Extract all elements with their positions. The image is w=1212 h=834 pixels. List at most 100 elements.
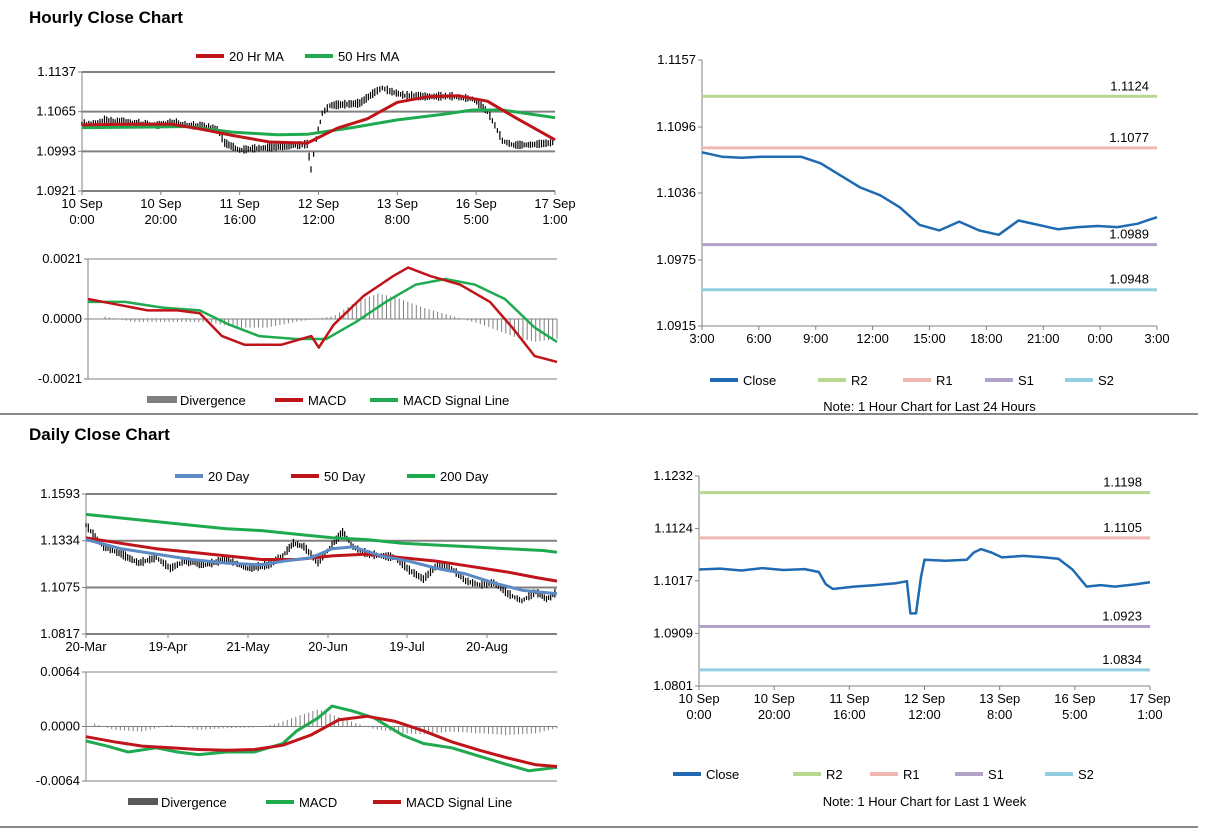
hourly-price-x-tick-label: 0:00 [69,212,94,227]
hourly-macd-legend-swatch-0 [147,396,177,403]
hourly-macd-legend-label-2: MACD Signal Line [403,393,509,408]
hourly-price-x-tick-label: 16 Sep [456,196,497,211]
hourly-24h-legend-label-2: R1 [936,373,953,388]
hourly-24h-legend-label-4: S2 [1098,373,1114,388]
hourly-macd-chart: 0.0021 0.0000 -0.0021 Divergence MACD MACD Si… [38,251,558,408]
weekly-hourly-x-tick-label: 11 Sep [829,691,869,706]
weekly-hourly-x-tick-label: 17 Sep [1129,691,1170,706]
weekly-hourly-level-label-s1: 1.0923 [1102,609,1142,624]
hourly-price-x-tick-label: 17 Sep [534,196,575,211]
hourly-24h-x-tick-label: 18:00 [970,331,1003,346]
hourly-24h-x-tick-label: 12:00 [856,331,889,346]
weekly-hourly-level-label-r2: 1.1198 [1103,475,1142,490]
hourly-24h-x-tick-label: 9:00 [803,331,828,346]
weekly-hourly-x-tick-label: 12 Sep [904,691,945,706]
hourly-price-x-tick-label: 20:00 [145,212,178,227]
daily-macd-line [85,704,558,773]
hourly-24h-y-tick-label: 1.1036 [656,185,696,200]
weekly-hourly-legend-label-3: S1 [988,767,1004,782]
hourly-macd-signal-line [88,277,558,343]
hourly-24h-y-tick-label: 1.1157 [657,52,696,67]
daily-price-legend-label-2: 200 Day [440,469,489,484]
daily-200-day-line [85,512,558,554]
weekly-hourly-y-tick-label: 1.1124 [654,521,693,536]
daily-price-x-tick-label: 20-Jun [308,639,348,654]
weekly-hourly-legend-label-0: Close [706,767,739,782]
hourly-price-y-tick-label: 1.1137 [37,64,76,79]
daily-price-legend-label-1: 50 Day [324,469,366,484]
daily-macd-y-tick-label: -0.0064 [36,773,80,788]
weekly-hourly-level-label-r1: 1.1105 [1103,520,1142,535]
daily-macd-legend-label-1: MACD [299,795,337,810]
weekly-hourly-level-label-s2: 1.0834 [1102,652,1142,667]
weekly-hourly-x-tick-label: 12:00 [908,707,941,722]
weekly-hourly-x-tick-label: 20:00 [758,707,791,722]
hourly-price-legend-label-0: 20 Hr MA [229,49,284,64]
daily-macd-legend-label-0: Divergence [161,795,227,810]
daily-price-legend-label-0: 20 Day [208,469,250,484]
daily-macd-chart: 0.0064 0.0000 -0.0064 Divergence MACD MACD Si… [36,664,558,810]
daily-close-chart-title: Daily Close Chart [29,425,170,444]
hourly-24h-x-tick-label: 3:00 [689,331,714,346]
hourly-macd-y-tick-label: -0.0021 [38,371,82,386]
daily-price-x-tick-label: 21-May [226,639,270,654]
daily-price-y-tick-label: 1.1334 [40,533,80,548]
daily-price-x-tick-label: 20-Mar [65,639,107,654]
hourly-24h-x-tick-label: 3:00 [1144,331,1169,346]
weekly-hourly-x-tick-label: 1:00 [1137,707,1162,722]
weekly-hourly-legend-label-1: R2 [826,767,843,782]
daily-price-x-tick-label: 20-Aug [466,639,508,654]
hourly-24h-legend-label-3: S1 [1018,373,1034,388]
weekly-hourly-y-tick-label: 1.1017 [653,573,693,588]
hourly-close-chart-title: Hourly Close Chart [29,8,183,27]
weekly-hourly-y-tick-label: 1.1232 [653,468,693,483]
weekly-hourly-y-tick-label: 1.0801 [653,678,693,693]
hourly-24h-note: Note: 1 Hour Chart for Last 24 Hours [823,399,1036,414]
hourly-24h-close-line [701,151,1158,237]
hourly-24h-y-tick-label: 1.0975 [656,252,696,267]
daily-macd-signal-line [85,714,558,768]
weekly-hourly-x-tick-label: 16 Sep [1054,691,1095,706]
weekly-hourly-x-tick-label: 8:00 [987,707,1012,722]
hourly-price-x-tick-label: 8:00 [385,212,410,227]
daily-price-y-tick-label: 1.0817 [40,626,80,641]
hourly-24h-level-label-r1: 1.1077 [1109,130,1149,145]
weekly-hourly-x-tick-label: 13 Sep [979,691,1020,706]
daily-price-x-tick-label: 19-Apr [148,639,188,654]
hourly-price-y-tick-label: 1.1065 [36,104,76,119]
hourly-price-y-tick-label: 1.0921 [36,183,76,198]
hourly-20hr-ma-line [81,94,556,145]
weekly-hourly-x-tick-label: 5:00 [1062,707,1087,722]
hourly-24h-level-label-s2: 1.0948 [1109,272,1149,287]
hourly-price-x-tick-label: 16:00 [223,212,256,227]
hourly-price-x-tick-label: 1:00 [542,212,567,227]
hourly-price-x-tick-label: 12 Sep [298,196,339,211]
daily-50-day-line [85,536,558,583]
hourly-24h-level-label-r2: 1.1124 [1110,78,1149,93]
hourly-24h-x-tick-label: 6:00 [746,331,771,346]
daily-price-x-tick-label: 19-Jul [389,639,425,654]
hourly-price-x-tick-label: 10 Sep [140,196,181,211]
bottom-divider [0,826,1198,828]
weekly-hourly-legend-label-4: S2 [1078,767,1094,782]
weekly-hourly-note: Note: 1 Hour Chart for Last 1 Week [823,794,1027,809]
hourly-macd-legend-label-0: Divergence [180,393,246,408]
daily-macd-y-tick-label: 0.0000 [40,719,80,734]
hourly-macd-y-tick-label: 0.0021 [42,251,82,266]
hourly-macd-y-tick-label: 0.0000 [42,311,82,326]
section-divider [0,413,1198,415]
weekly-hourly-x-tick-label: 0:00 [686,707,711,722]
hourly-24h-legend-label-1: R2 [851,373,868,388]
daily-price-y-tick-label: 1.1075 [40,579,80,594]
daily-macd-y-tick-label: 0.0064 [40,664,80,679]
daily-macd-legend-swatch-0 [128,798,158,805]
hourly-price-y-tick-label: 1.0993 [36,143,76,158]
weekly-hourly-x-tick-label: 10 Sep [754,691,795,706]
hourly-price-legend-label-1: 50 Hrs MA [338,49,400,64]
hourly-24h-level-label-s1: 1.0989 [1109,227,1149,242]
hourly-price-x-tick-label: 13 Sep [377,196,418,211]
hourly-price-x-tick-label: 11 Sep [220,196,260,211]
